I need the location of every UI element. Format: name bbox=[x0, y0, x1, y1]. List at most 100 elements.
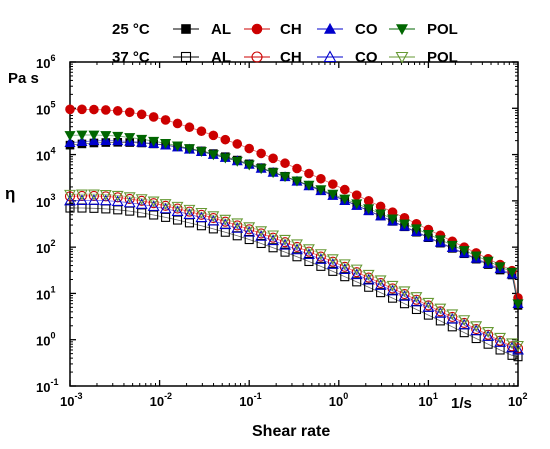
data-point bbox=[148, 112, 159, 122]
data-point bbox=[172, 203, 183, 214]
data-point bbox=[244, 224, 255, 235]
data-point bbox=[207, 150, 219, 161]
y-tick-label: 100 bbox=[36, 331, 55, 349]
y-tick-exponent: 0 bbox=[50, 331, 55, 341]
data-point bbox=[374, 275, 387, 287]
data-point bbox=[219, 218, 232, 230]
data-point bbox=[231, 218, 244, 230]
plot-frame bbox=[69, 61, 519, 387]
data-point bbox=[256, 238, 266, 249]
data-point bbox=[171, 205, 184, 217]
x-tick-exponent: 0 bbox=[343, 391, 348, 401]
data-point bbox=[231, 156, 243, 167]
data-point bbox=[207, 214, 220, 226]
data-point bbox=[112, 131, 124, 142]
data-point bbox=[339, 194, 351, 205]
data-point bbox=[374, 279, 387, 290]
data-point bbox=[279, 172, 291, 183]
data-point bbox=[422, 301, 435, 312]
legend-temperature-label: 25 °C bbox=[112, 21, 150, 38]
data-point bbox=[434, 235, 446, 246]
data-point bbox=[100, 131, 112, 141]
legend-entry-label: POL bbox=[427, 21, 458, 38]
data-point bbox=[88, 189, 100, 201]
data-point bbox=[76, 194, 88, 206]
data-point bbox=[291, 243, 303, 255]
data-point bbox=[183, 208, 196, 219]
data-point bbox=[362, 269, 375, 281]
data-point bbox=[64, 189, 76, 201]
legend-marker bbox=[395, 24, 409, 36]
data-point bbox=[112, 106, 123, 116]
data-point bbox=[326, 258, 339, 269]
data-point bbox=[338, 263, 351, 274]
data-point bbox=[160, 139, 172, 149]
data-point bbox=[172, 215, 183, 225]
data-point bbox=[99, 189, 112, 201]
data-point bbox=[340, 272, 350, 282]
data-point bbox=[64, 137, 76, 148]
legend-entry-label: CH bbox=[280, 49, 302, 66]
data-point bbox=[219, 153, 231, 164]
data-point bbox=[291, 241, 303, 252]
data-point bbox=[243, 222, 256, 233]
data-point bbox=[327, 189, 339, 200]
data-point bbox=[302, 248, 315, 260]
y-tick-label: 10-1 bbox=[36, 377, 58, 395]
data-point bbox=[111, 195, 124, 207]
data-point bbox=[64, 191, 76, 202]
data-point bbox=[434, 307, 447, 318]
data-point bbox=[470, 321, 483, 332]
data-point bbox=[315, 185, 327, 196]
x-tick-label: 101 bbox=[418, 391, 437, 409]
legend-entry-label: AL bbox=[211, 49, 231, 66]
data-point bbox=[422, 297, 435, 309]
x-unit-label: 1/s bbox=[451, 395, 472, 412]
data-point bbox=[470, 251, 482, 262]
data-point bbox=[147, 196, 160, 208]
data-point bbox=[160, 115, 171, 125]
legend-marker bbox=[323, 22, 337, 34]
data-point bbox=[376, 288, 386, 298]
x-tick-label: 10-1 bbox=[239, 391, 261, 409]
series-pol-37-c bbox=[64, 189, 524, 352]
data-point bbox=[268, 243, 278, 253]
data-point bbox=[458, 315, 471, 326]
data-point bbox=[268, 232, 279, 243]
legend-temperature-label: 37 °C bbox=[112, 49, 150, 66]
data-point bbox=[292, 163, 302, 174]
data-point bbox=[208, 130, 219, 141]
x-tick-label: 100 bbox=[329, 391, 348, 409]
y-tick-label: 104 bbox=[36, 146, 55, 164]
data-point bbox=[315, 251, 326, 262]
data-point bbox=[446, 240, 458, 251]
data-point bbox=[388, 293, 398, 303]
y-tick-exponent: 1 bbox=[50, 284, 55, 294]
data-point bbox=[422, 229, 434, 240]
data-point bbox=[328, 266, 338, 276]
data-point bbox=[89, 104, 99, 115]
data-point bbox=[135, 198, 148, 209]
x-tick-label: 10-2 bbox=[150, 391, 172, 409]
data-point bbox=[232, 139, 243, 149]
data-point bbox=[159, 199, 172, 210]
data-point bbox=[136, 109, 147, 120]
legend-marker bbox=[251, 51, 263, 63]
legend-marker bbox=[180, 51, 192, 63]
data-point bbox=[123, 196, 136, 208]
data-point bbox=[482, 327, 495, 338]
data-point bbox=[195, 147, 207, 158]
data-point bbox=[458, 246, 470, 257]
data-point bbox=[171, 201, 184, 213]
legend-entry-label: CH bbox=[280, 21, 302, 38]
y-tick-exponent: -1 bbox=[50, 377, 58, 387]
data-point bbox=[65, 203, 75, 213]
series-co-37-c bbox=[64, 194, 524, 355]
data-point bbox=[124, 193, 135, 204]
data-point bbox=[314, 249, 327, 260]
legend-marker bbox=[323, 50, 337, 63]
data-point bbox=[363, 196, 374, 206]
data-point bbox=[148, 198, 159, 209]
data-point bbox=[267, 168, 279, 179]
y-tick-label: 102 bbox=[36, 238, 55, 256]
